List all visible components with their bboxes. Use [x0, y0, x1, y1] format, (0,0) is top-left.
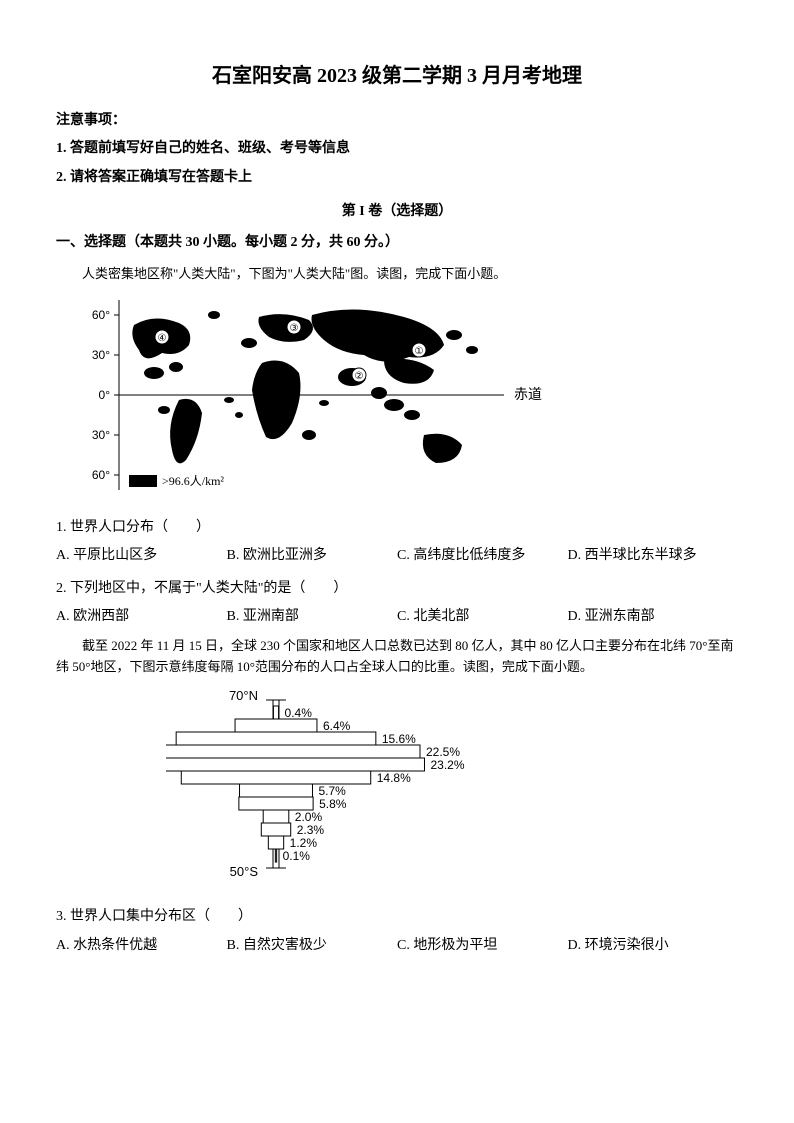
section-header: 第 I 卷（选择题） [56, 201, 738, 223]
q3-opt-d: D. 环境污染很小 [568, 935, 739, 957]
notice-item-2: 2. 请将答案正确填写在答题卡上 [56, 167, 738, 189]
q3-opt-a: A. 水热条件优越 [56, 935, 227, 957]
marker-3: ③ [290, 323, 299, 334]
lat-60s: 60° [92, 468, 110, 482]
q1-opt-b: B. 欧洲比亚洲多 [227, 545, 398, 567]
svg-text:2.0%: 2.0% [295, 810, 323, 824]
q2-options: A. 欧洲西部 B. 亚洲南部 C. 北美北部 D. 亚洲东南部 [56, 606, 738, 628]
svg-text:5.7%: 5.7% [318, 784, 346, 798]
q1-stem: 1. 世界人口分布（ ） [56, 517, 738, 539]
svg-text:22.5%: 22.5% [426, 745, 460, 759]
svg-text:15.6%: 15.6% [382, 732, 416, 746]
landmass-group [132, 309, 478, 463]
marker-4: ④ [158, 333, 167, 344]
map-figure: 60° 30° 0° 30° 60° 赤道 [84, 295, 544, 505]
intro-text-1: 人类密集地区称"人类大陆"，下图为"人类大陆"图。读图，完成下面小题。 [56, 264, 738, 285]
q3-opt-b: B. 自然灾害极少 [227, 935, 398, 957]
world-map-svg: 60° 30° 0° 30° 60° 赤道 [84, 295, 544, 505]
q1-opt-c: C. 高纬度比低纬度多 [397, 545, 568, 567]
lat-30s: 30° [92, 428, 110, 442]
equator-label: 赤道 [514, 387, 542, 403]
svg-text:0.4%: 0.4% [285, 706, 313, 720]
question-type: 一、选择题（本题共 30 小题。每小题 2 分，共 60 分。） [56, 232, 738, 254]
marker-1: ① [415, 346, 424, 357]
pyramid-svg: 70°N 0.4% 6.4% 15.6% 22.5%23.2% 14.8% 5.7%5.8%… [166, 688, 526, 888]
q3-options: A. 水热条件优越 B. 自然灾害极少 C. 地形极为平坦 D. 环境污染很小 [56, 935, 738, 957]
lat-0: 0° [99, 388, 111, 402]
marker-2: ② [355, 371, 364, 382]
q2-opt-a: A. 欧洲西部 [56, 606, 227, 628]
svg-text:50°S: 50°S [230, 864, 259, 879]
q2-opt-d: D. 亚洲东南部 [568, 606, 739, 628]
map-legend: >96.6人/km² [162, 474, 224, 488]
page-title: 石室阳安高 2023 级第二学期 3 月月考地理 [56, 60, 738, 92]
q2-opt-c: C. 北美北部 [397, 606, 568, 628]
svg-text:70°N: 70°N [229, 688, 258, 703]
q1-opt-a: A. 平原比山区多 [56, 545, 227, 567]
q3-opt-c: C. 地形极为平坦 [397, 935, 568, 957]
svg-text:5.8%: 5.8% [319, 797, 347, 811]
notice-header: 注意事项： [56, 110, 738, 132]
q1-options: A. 平原比山区多 B. 欧洲比亚洲多 C. 高纬度比低纬度多 D. 西半球比东… [56, 545, 738, 567]
svg-text:0.1%: 0.1% [283, 849, 311, 863]
q2-stem: 2. 下列地区中，不属于"人类大陆"的是（ ） [56, 578, 738, 600]
svg-text:14.8%: 14.8% [377, 771, 411, 785]
intro-text-2: 截至 2022 年 11 月 15 日，全球 230 个国家和地区人口总数已达到… [56, 636, 738, 678]
lat-30n: 30° [92, 348, 110, 362]
svg-text:2.3%: 2.3% [297, 823, 325, 837]
q1-opt-d: D. 西半球比东半球多 [568, 545, 739, 567]
lat-60n: 60° [92, 308, 110, 322]
svg-text:23.2%: 23.2% [430, 758, 464, 772]
q2-opt-b: B. 亚洲南部 [227, 606, 398, 628]
q3-stem: 3. 世界人口集中分布区（ ） [56, 906, 738, 928]
svg-text:6.4%: 6.4% [323, 719, 351, 733]
svg-text:1.2%: 1.2% [290, 836, 318, 850]
pyramid-figure: 70°N 0.4% 6.4% 15.6% 22.5%23.2% 14.8% 5.7%5.8%… [166, 688, 526, 896]
notice-item-1: 1. 答题前填写好自己的姓名、班级、考号等信息 [56, 138, 738, 160]
